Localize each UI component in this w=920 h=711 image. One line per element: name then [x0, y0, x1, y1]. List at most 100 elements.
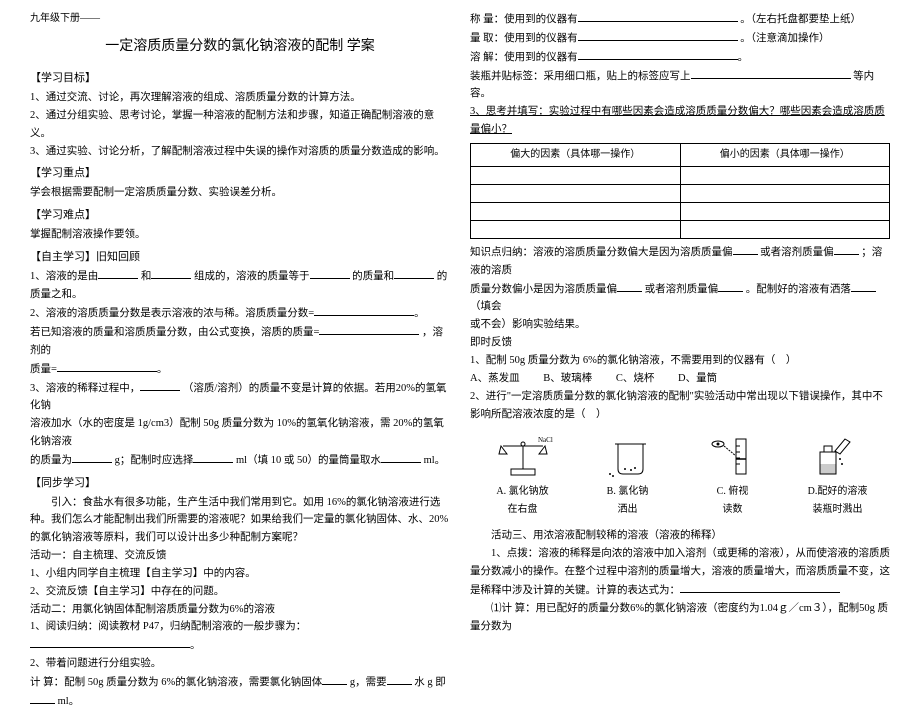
doc-title: 一定溶质质量分数的氯化钠溶液的配制 学案 [30, 34, 450, 59]
dia-d-label: D.配好的溶液 [808, 483, 868, 501]
dia-b-label2: 洒出 [598, 501, 658, 519]
act3: 活动三、用浓溶液配制较稀的溶液（溶液的稀释） [470, 527, 890, 545]
svg-text:NaCl: NaCl [538, 436, 553, 444]
q3: 3、思考并填写：实验过程中有哪些因素会造成溶质质量分数偏大？哪些因素会造成溶质质… [470, 103, 890, 139]
calc-c: 水 g 即 [414, 677, 446, 688]
s1d: 的质量和 [352, 271, 394, 282]
table-cell [471, 184, 681, 202]
dia-b: B. 氯化钠 洒出 [598, 431, 658, 519]
dia-a-label2: 在右盘 [493, 501, 553, 519]
kp-e: 或者溶剂质量偏 [645, 284, 719, 295]
blank [578, 10, 738, 22]
table-cell [680, 184, 890, 202]
i2: 2、进行"一定溶质质量分数的氯化钠溶液的配制"实验活动中常出现以下错误操作，其中… [470, 388, 890, 424]
opt-d: D、量筒 [678, 373, 717, 384]
blank [140, 379, 180, 391]
goal-1: 1、通过交流、讨论，再次理解溶液的组成、溶质质量分数的计算方法。 [30, 89, 450, 107]
dia-c-label2: 读数 [703, 501, 763, 519]
dia-b-label: B. 氯化钠 [598, 483, 658, 501]
blank [851, 280, 876, 292]
self-2: 2、溶液的溶质质量分数是表示溶液的浓与稀。溶质质量分数=。 [30, 304, 450, 323]
blank [387, 673, 412, 685]
self-3c: 的质量为 g；配制时应选择 ml（填 10 或 50）的量筒量取水 ml。 [30, 451, 450, 470]
learn-hard-heading: 【学习难点】 [30, 206, 450, 226]
label-line: 装瓶并贴标签：采用细口瓶，贴上的标签应写上 等内容。 [470, 67, 890, 104]
dia-d-label2: 装瓶时溅出 [808, 501, 868, 519]
dia-c-label: C. 俯视 [703, 483, 763, 501]
diagram-row: NaCl A. 氯化钠放 在右盘 B. 氯化钠 洒出 [470, 431, 890, 519]
opt-c: C、烧杯 [616, 373, 655, 384]
act2-1-text: 1、阅读归纳：阅读教材 P47，归纳配制溶液的一般步骤为： [30, 621, 306, 632]
s3f: ml（填 10 或 50）的量筒量取水 [236, 455, 381, 466]
act2-2: 2、带着问题进行分组实验。 [30, 655, 450, 673]
right-column: 称 量：使用到的仪器有 。（左右托盘都要垫上纸） 量 取：使用到的仪器有 。（注… [460, 10, 900, 639]
dia-c: C. 俯视 读数 [703, 431, 763, 519]
measure-b: 。（注意滴加操作） [740, 33, 829, 44]
table-cell [680, 220, 890, 238]
s1a: 1、溶液的是由 [30, 271, 98, 282]
weigh-b: 。（左右托盘都要垫上纸） [740, 14, 861, 25]
opt-a: A、蒸发皿 [470, 373, 520, 384]
blank [72, 451, 112, 463]
dissolve-a: 溶 解：使用到的仪器有 [470, 52, 578, 63]
blank [394, 267, 434, 279]
i1-opts: A、蒸发皿 B、玻璃棒 C、烧杯 D、量筒 [470, 370, 890, 388]
kp-b: 或者溶剂质量偏 [760, 247, 834, 258]
learn-goal-heading: 【学习目标】 [30, 69, 450, 89]
act3-2: ⑴计 算：用已配好的质量分数6%的氯化钠溶液（密度约为1.04ｇ／cm３），配制… [470, 600, 890, 636]
act2: 活动二：用氯化钠固体配制溶质质量分数为6%的溶液 [30, 601, 450, 619]
blank [381, 451, 421, 463]
factor-table: 偏大的因素（具体哪一操作）偏小的因素（具体哪一操作） [470, 143, 890, 239]
blank [617, 280, 642, 292]
blank [718, 280, 743, 292]
self-1: 1、溶液的是由 和 组成的，溶液的质量等于 的质量和 的质量之和。 [30, 267, 450, 304]
act2-1: 1、阅读归纳：阅读教材 P47，归纳配制溶液的一般步骤为：。 [30, 618, 450, 655]
act1-2: 2、交流反馈【自主学习】中存在的问题。 [30, 583, 450, 601]
blank [834, 243, 859, 255]
opt-b: B、玻璃棒 [543, 373, 592, 384]
table-cell [680, 166, 890, 184]
blank [322, 673, 347, 685]
s1b: 和 [141, 271, 152, 282]
blank [578, 29, 738, 41]
kp-line1: 知识点归纳：溶液的溶质质量分数偏大是因为溶质质量偏 或者溶剂质量偏 ；溶液的溶质 [470, 243, 890, 280]
s3e: g；配制时应选择 [115, 455, 194, 466]
s2b: 若已知溶液的质量和溶质质量分数，由公式变换，溶质的质量= [30, 327, 319, 338]
calc-a: 计 算：配制 50g 质量分数为 6%的氯化钠溶液，需要氯化钠固体 [30, 677, 322, 688]
goal-2: 2、通过分组实验、思考讨论，掌握一种溶液的配制方法和步骤，知道正确配制溶液的意义… [30, 107, 450, 143]
kp-f: 。配制好的溶液有洒落 [746, 284, 851, 295]
learn-key-heading: 【学习重点】 [30, 164, 450, 184]
blank [193, 451, 233, 463]
grade-header: 九年级下册—— [30, 10, 450, 28]
weigh-a: 称 量：使用到的仪器有 [470, 14, 578, 25]
intro: 引入：食盐水有很多功能，生产生活中我们常用到它。如用 16%的氯化钠溶液进行选种… [30, 494, 450, 548]
blank [98, 267, 138, 279]
dia-a-label: A. 氯化钠放 [493, 483, 553, 501]
self-3b: 溶液加水（水的密度是 1g/cm3）配制 50g 质量分数为 10%的氢氧化钠溶… [30, 415, 450, 451]
table-cell [471, 166, 681, 184]
kp-g: （填会 [470, 301, 502, 312]
goal-3: 3、通过实验、讨论分析，了解配制溶液过程中失误的操作对溶质的质量分数造成的影响。 [30, 143, 450, 161]
weigh: 称 量：使用到的仪器有 。（左右托盘都要垫上纸） [470, 10, 890, 29]
blank [57, 360, 157, 372]
self-2b: 若已知溶液的质量和溶质质量分数，由公式变换，溶质的质量= ，溶剂的 [30, 323, 450, 360]
kp-d: 质量分数偏小是因为溶质质量偏 [470, 284, 617, 295]
measure-a: 量 取：使用到的仪器有 [470, 33, 578, 44]
s2d: 质量= [30, 364, 57, 375]
kp-a: 知识点归纳：溶液的溶质质量分数偏大是因为溶质质量偏 [470, 247, 733, 258]
self-2c: 质量=。 [30, 360, 450, 379]
hard-text: 掌握配制溶液操作要领。 [30, 226, 450, 244]
instant: 即时反馈 [470, 334, 890, 352]
kp-line2: 质量分数偏小是因为溶质质量偏 或者溶剂质量偏 。配制好的溶液有洒落 （填会 [470, 280, 890, 317]
self-3: 3、溶液的稀释过程中， （溶质/溶剂）的质量不变是计算的依据。若用20%的氢氧化… [30, 379, 450, 416]
act1-1: 1、小组内同学自主梳理【自主学习】中的内容。 [30, 565, 450, 583]
blank [578, 48, 738, 60]
beaker-spill-icon [598, 431, 658, 481]
dia-a: NaCl A. 氯化钠放 在右盘 [493, 431, 553, 519]
self-study-heading: 【自主学习】旧知回顾 [30, 248, 450, 268]
i1: 1、配制 50g 质量分数为 6%的氯化钠溶液，不需要用到的仪器有（ ） [470, 352, 890, 370]
measure: 量 取：使用到的仪器有 。（注意滴加操作） [470, 29, 890, 48]
sync-heading: 【同步学习】 [30, 474, 450, 494]
act3-1: 1、点拨：溶液的稀释是向浓的溶液中加入溶剂（或更稀的溶液），从而使溶液的溶质质量… [470, 545, 890, 600]
s2a: 2、溶液的溶质质量分数是表示溶液的浓与稀。溶质质量分数= [30, 308, 314, 319]
